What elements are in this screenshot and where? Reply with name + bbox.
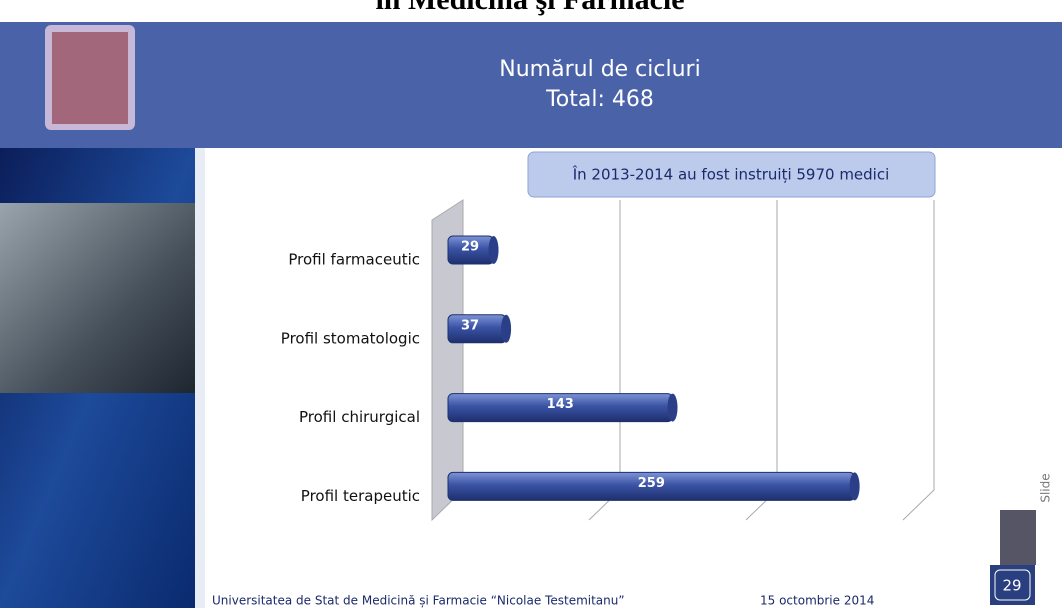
category-label: Profil chirurgical (299, 408, 420, 426)
value-label: 37 (461, 318, 479, 333)
value-label: 259 (638, 476, 665, 491)
bar-end (667, 393, 678, 422)
annotation-box (527, 151, 936, 198)
logo-pattern (52, 32, 128, 124)
bar-end (488, 236, 499, 264)
top-title: în Medicină şi Farmacie (374, 0, 684, 16)
footer-institution: Universitatea de Stat de Medicină și Far… (212, 594, 625, 608)
annotation: În 2013-2014 au fost instruiți 5970 medi… (572, 165, 890, 184)
value-label: 29 (461, 240, 479, 255)
category-label: Profil terapeutic (301, 487, 420, 505)
bar-end (501, 314, 512, 343)
grid-line (902, 200, 935, 521)
slide-number-box (990, 565, 1035, 605)
category-label: Profil farmaceutic (288, 251, 420, 269)
header-title: Numărul de cicluri (499, 57, 700, 82)
header-subtitle: Total: 468 (545, 87, 654, 112)
side-photo (0, 203, 195, 393)
slide-number: 29 (1002, 577, 1021, 595)
side-edge (195, 148, 205, 608)
bar-end (849, 472, 860, 501)
header-band (0, 22, 1062, 148)
slide-thumb (1000, 510, 1036, 565)
slide-number-frame (994, 569, 1031, 601)
value-label: 143 (547, 397, 574, 412)
slide-label: Slide (1039, 473, 1053, 502)
category-label: Profil stomatologic (281, 329, 420, 347)
footer-date: 15 octombrie 2014 (760, 594, 874, 608)
